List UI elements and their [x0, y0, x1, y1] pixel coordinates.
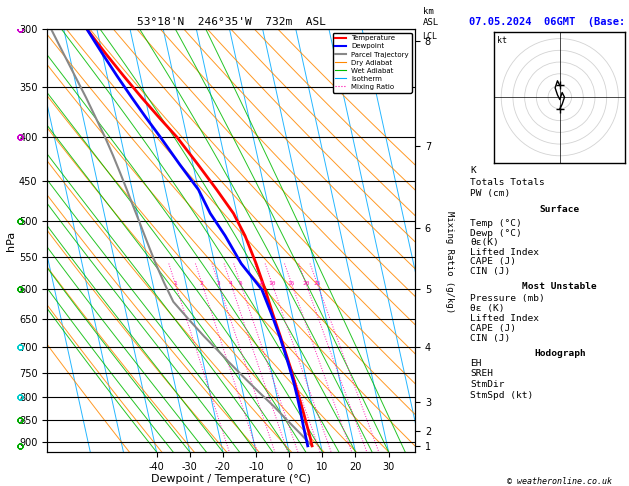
- Text: CIN (J): CIN (J): [470, 267, 510, 276]
- Text: 20: 20: [302, 280, 309, 286]
- Text: 8: 8: [260, 280, 264, 286]
- Text: Surface: Surface: [540, 206, 580, 214]
- Legend: Temperature, Dewpoint, Parcel Trajectory, Dry Adiabat, Wet Adiabat, Isotherm, Mi: Temperature, Dewpoint, Parcel Trajectory…: [333, 33, 411, 93]
- Text: PW (cm): PW (cm): [470, 189, 510, 198]
- Y-axis label: hPa: hPa: [6, 230, 16, 251]
- Text: 15: 15: [287, 280, 295, 286]
- Text: Lifted Index: Lifted Index: [470, 313, 539, 323]
- Text: Dewp (°C): Dewp (°C): [470, 228, 522, 238]
- Text: CIN (J): CIN (J): [470, 333, 510, 343]
- Text: EH: EH: [470, 359, 482, 368]
- Text: Totals Totals: Totals Totals: [470, 178, 545, 187]
- Text: Mixing Ratio (g/kg): Mixing Ratio (g/kg): [445, 210, 454, 313]
- Text: 4: 4: [229, 280, 233, 286]
- Text: StmDir: StmDir: [470, 380, 504, 389]
- Text: Most Unstable: Most Unstable: [523, 282, 597, 291]
- Text: SREH: SREH: [470, 369, 493, 379]
- Text: 3: 3: [216, 280, 220, 286]
- Title: 53°18'N  246°35'W  732m  ASL: 53°18'N 246°35'W 732m ASL: [136, 17, 326, 27]
- Text: θε (K): θε (K): [470, 304, 504, 312]
- Text: CAPE (J): CAPE (J): [470, 324, 516, 332]
- Text: 5: 5: [238, 280, 242, 286]
- Text: Hodograph: Hodograph: [534, 348, 586, 358]
- Text: 10: 10: [268, 280, 276, 286]
- Text: © weatheronline.co.uk: © weatheronline.co.uk: [508, 477, 612, 486]
- Text: 07.05.2024  06GMT  (Base: 12): 07.05.2024 06GMT (Base: 12): [469, 17, 629, 27]
- Text: 25: 25: [313, 280, 321, 286]
- Text: 2: 2: [200, 280, 204, 286]
- Text: km
ASL: km ASL: [423, 7, 439, 27]
- Text: kt: kt: [497, 35, 507, 45]
- Text: StmSpd (kt): StmSpd (kt): [470, 391, 533, 399]
- Text: 1: 1: [173, 280, 177, 286]
- X-axis label: Dewpoint / Temperature (°C): Dewpoint / Temperature (°C): [151, 474, 311, 485]
- Text: Temp (°C): Temp (°C): [470, 219, 522, 228]
- Text: LCL: LCL: [423, 32, 438, 41]
- Text: CAPE (J): CAPE (J): [470, 257, 516, 266]
- Text: θε(K): θε(K): [470, 238, 499, 247]
- Text: K: K: [470, 166, 476, 175]
- Text: Pressure (mb): Pressure (mb): [470, 294, 545, 303]
- Text: Lifted Index: Lifted Index: [470, 247, 539, 257]
